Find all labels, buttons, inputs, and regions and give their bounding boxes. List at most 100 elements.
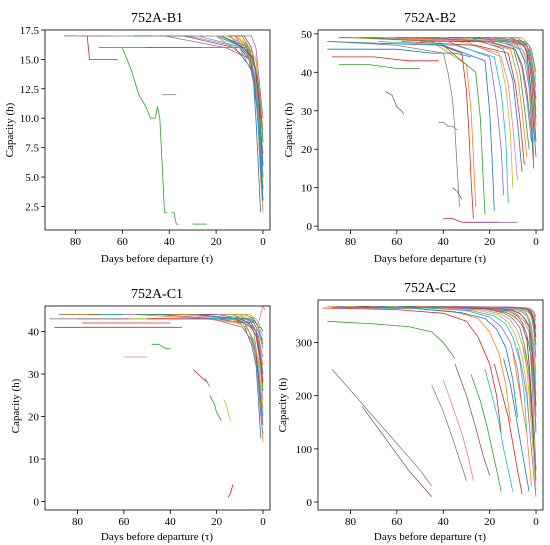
series-line-31 — [327, 48, 472, 58]
series-line-28 — [442, 379, 474, 481]
series-line-30 — [494, 37, 537, 73]
series-line-1 — [121, 47, 167, 213]
y-tick-label: 0 — [34, 497, 40, 509]
y-tick-label: 12.5 — [20, 84, 40, 96]
series-line-2 — [361, 406, 433, 497]
y-tick-label: 40 — [301, 67, 313, 79]
x-tick-label: 20 — [211, 236, 223, 248]
axes-frame — [317, 29, 544, 231]
y-tick-label: 20 — [28, 412, 40, 424]
plot-area — [322, 306, 537, 497]
series-line-33 — [512, 353, 532, 487]
series-line-1 — [331, 41, 460, 207]
x-tick-label: 80 — [345, 236, 357, 248]
y-tick-label: 0 — [307, 497, 313, 509]
series-line-3 — [327, 320, 456, 359]
x-tick-label: 40 — [438, 236, 450, 248]
x-tick-label: 20 — [484, 516, 496, 528]
x-tick-label: 40 — [438, 516, 450, 528]
series-line-14 — [112, 318, 264, 409]
x-axis-label: Days before departure (τ) — [101, 253, 214, 265]
y-tick-label: 5.0 — [25, 172, 39, 184]
series-line-35 — [521, 342, 537, 492]
series-line-8 — [227, 484, 234, 498]
series-line-4 — [322, 307, 502, 433]
series-line-13 — [100, 314, 264, 417]
x-tick-label: 20 — [484, 236, 496, 248]
series-line-34 — [517, 347, 537, 497]
y-tick-label: 40 — [28, 327, 40, 339]
series-line-10 — [350, 306, 532, 418]
x-tick-label: 60 — [391, 236, 403, 248]
series-line-14 — [145, 47, 264, 166]
series-line-21 — [447, 37, 537, 157]
x-tick-label: 60 — [118, 516, 130, 528]
x-tick-label: 0 — [533, 236, 539, 248]
series-line-6 — [63, 35, 261, 213]
y-tick-label: 300 — [296, 338, 313, 350]
series-line-12 — [359, 306, 535, 439]
series-line-10 — [65, 314, 264, 443]
series-line-8 — [341, 306, 528, 433]
x-axis-label: Days before departure (τ) — [374, 253, 487, 265]
series-line-27 — [246, 47, 264, 142]
series-line-2 — [171, 212, 179, 225]
subplot-title: 752A-B2 — [404, 11, 456, 26]
series-line-11 — [355, 306, 535, 449]
series-line-30 — [484, 368, 514, 492]
series-line-2 — [151, 343, 171, 349]
series-line-14 — [368, 306, 537, 428]
series-line-5 — [362, 37, 486, 215]
series-line-36 — [443, 218, 499, 223]
y-tick-label: 15.0 — [20, 54, 40, 66]
series-line-32 — [331, 56, 439, 62]
axes-frame — [44, 29, 271, 231]
series-line-29 — [489, 37, 537, 81]
x-tick-label: 60 — [391, 516, 403, 528]
series-line-6 — [327, 41, 495, 211]
y-tick-label: 100 — [296, 444, 313, 456]
series-line-27 — [431, 384, 467, 481]
series-line-6 — [331, 307, 518, 418]
y-tick-label: 0 — [307, 221, 313, 233]
series-line-16 — [378, 306, 537, 407]
series-line-23 — [220, 35, 264, 166]
x-tick-label: 0 — [260, 236, 266, 248]
series-line-12 — [89, 314, 264, 426]
y-tick-label: 20 — [301, 144, 313, 156]
series-line-10 — [110, 35, 264, 178]
series-line-37 — [528, 331, 537, 471]
series-line-33 — [338, 64, 421, 69]
y-tick-label: 10 — [28, 454, 40, 466]
subplot-title: 752A-B1 — [131, 11, 183, 26]
y-axis-label: Capacity (h) — [10, 378, 22, 433]
y-tick-label: 30 — [301, 106, 313, 118]
x-tick-label: 60 — [117, 236, 129, 248]
subplot-title: 752A-C1 — [131, 287, 183, 302]
x-tick-label: 40 — [165, 516, 177, 528]
x-axis-label: Days before departure (τ) — [101, 531, 214, 543]
subplot-752a-b2: 752A-B2 Capacity (h) Days before departu… — [283, 11, 544, 265]
y-tick-label: 17.5 — [20, 25, 40, 37]
series-line-7 — [336, 306, 523, 407]
plot-area — [49, 305, 266, 498]
axes-frame — [44, 305, 271, 511]
y-tick-label: 2.5 — [25, 201, 39, 213]
y-tick-label: 50 — [301, 29, 313, 41]
series-line-34 — [438, 121, 458, 131]
x-tick-label: 80 — [70, 236, 82, 248]
series-line-12 — [401, 41, 525, 165]
y-axis-label: Capacity (h) — [283, 102, 295, 157]
x-tick-label: 0 — [533, 516, 539, 528]
series-line-26 — [454, 363, 490, 476]
y-tick-label: 10 — [301, 183, 313, 195]
series-line-5 — [86, 35, 118, 60]
series-line-21 — [202, 47, 264, 178]
series-line-6 — [209, 395, 222, 421]
series-line-31 — [493, 363, 523, 495]
axes-frame — [317, 299, 544, 511]
subplot-752a-b1: 752A-B1 Capacity (h) Days before departu… — [4, 11, 271, 265]
series-line-27 — [480, 37, 537, 96]
subplot-title: 752A-C2 — [404, 281, 456, 296]
